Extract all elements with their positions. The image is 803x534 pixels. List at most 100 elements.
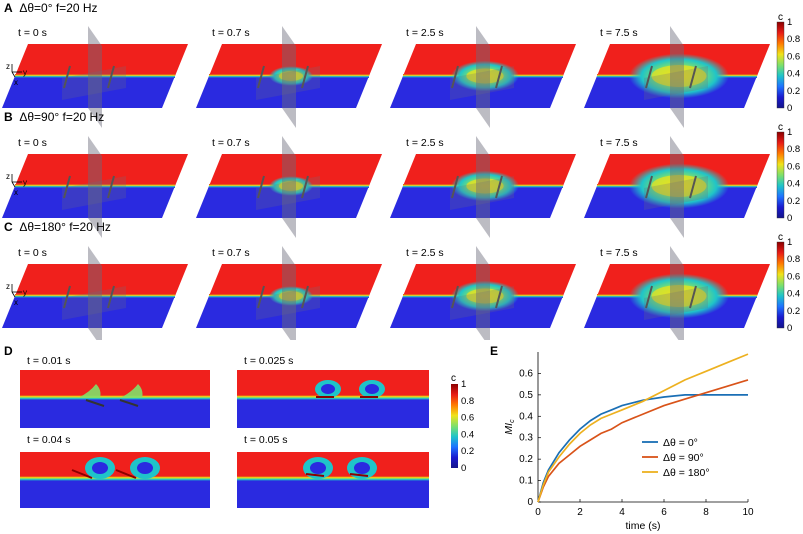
time-label-row3-col2: t = 0.7 s: [212, 247, 250, 259]
panel-c-label: C Δθ=180° f=20 Hz: [4, 220, 111, 234]
colorbar-tick: 0.4: [787, 69, 800, 80]
svg-text:y: y: [23, 68, 27, 77]
colorbar-tick: 0.4: [787, 289, 800, 300]
series-line-2: [537, 379, 749, 503]
frame-row3-col3: [390, 246, 576, 340]
panel-d-colorbar-tick: 0.2: [461, 446, 474, 457]
frame-row3-col1: [2, 246, 188, 340]
colorbar-title: c: [778, 232, 783, 243]
time-label-row1-col4: t = 7.5 s: [600, 27, 638, 39]
y-tick-label: 0.4: [519, 411, 533, 422]
colorbar-title: c: [778, 12, 783, 23]
colorbar-tick: 0.2: [787, 306, 800, 317]
panel-b-label: B Δθ=90° f=20 Hz: [4, 110, 105, 124]
x-tick-label: 10: [742, 507, 754, 518]
frame-row2-col1: [2, 136, 188, 238]
panel-d-colorbar-title: c: [451, 373, 456, 384]
panel-d-frame-1: [20, 370, 210, 428]
colorbar-row1: c 1 0.8 0.6 0.4 0.2 0: [776, 12, 800, 114]
panel-d-time-4: t = 0.05 s: [244, 434, 288, 446]
legend-label-1: Δθ = 0°: [663, 437, 698, 449]
panel-d-colorbar-tick: 1: [461, 379, 466, 390]
time-label-row1-col2: t = 0.7 s: [212, 27, 250, 39]
frame-row2-col2: [196, 136, 382, 238]
colorbar-tick: 0.6: [787, 271, 800, 282]
frame-row1-col4: [584, 26, 770, 128]
svg-text:z: z: [6, 62, 10, 71]
colorbar-tick: 0.4: [787, 179, 800, 190]
time-label-row1-col3: t = 2.5 s: [406, 27, 444, 39]
frame-row3-col2: [196, 246, 382, 340]
panel-d-colorbar-tick: 0.8: [461, 396, 474, 407]
time-label-row1-col1: t = 0 s: [18, 27, 47, 39]
x-tick-label: 8: [703, 507, 709, 518]
svg-text:y: y: [23, 288, 27, 297]
colorbar-tick: 0: [787, 103, 792, 114]
time-label-row2-col4: t = 7.5 s: [600, 137, 638, 149]
panel-d-time-2: t = 0.025 s: [244, 355, 294, 367]
frame-row1-col2: [196, 26, 382, 128]
panel-d-label: D: [4, 344, 13, 358]
time-label-row2-col1: t = 0 s: [18, 137, 47, 149]
time-label-row3-col3: t = 2.5 s: [406, 247, 444, 259]
panel-d-frame-4: [237, 452, 429, 508]
svg-text:x: x: [14, 298, 18, 307]
svg-text:z: z: [6, 282, 10, 291]
x-tick-label: 6: [661, 507, 667, 518]
legend-label-2: Δθ = 90°: [663, 452, 704, 464]
frame-row2-col4: [584, 136, 770, 238]
colorbar-tick: 0.6: [787, 51, 800, 62]
axis-triad-row1: z yx: [6, 62, 27, 87]
time-label-row3-col1: t = 0 s: [18, 247, 47, 259]
panel-d-frame-3: [20, 452, 210, 508]
panel-d-colorbar-tick: 0.6: [461, 413, 474, 424]
colorbar-tick: 0: [787, 323, 792, 334]
frame-row1-col1: [2, 26, 188, 128]
time-label-row3-col4: t = 7.5 s: [600, 247, 638, 259]
svg-text:x: x: [14, 188, 18, 197]
y-tick-label: 0.3: [519, 433, 533, 444]
axis-triad-row2: z yx: [6, 172, 27, 197]
panel-d-time-1: t = 0.01 s: [27, 355, 71, 367]
svg-text:x: x: [14, 78, 18, 87]
panel-d-frame-2: [237, 370, 429, 428]
x-tick-label: 2: [577, 507, 583, 518]
y-tick-label: 0.2: [519, 454, 533, 465]
colorbar-row2: c 1 0.8 0.6 0.4 0.2 0: [776, 122, 800, 224]
colorbar-tick: 0: [787, 213, 792, 224]
x-tick-label: 4: [619, 507, 625, 518]
time-label-row2-col2: t = 0.7 s: [212, 137, 250, 149]
frame-row3-col4: [584, 246, 770, 340]
y-tick-label: 0.6: [519, 368, 533, 379]
colorbar-tick: 1: [787, 17, 792, 28]
svg-text:z: z: [6, 172, 10, 181]
colorbar-tick: 0.8: [787, 144, 800, 155]
colorbar-tick: 0.2: [787, 196, 800, 207]
panel-a-label: A Δθ=0° f=20 Hz: [4, 1, 98, 15]
series-line-1: [537, 394, 748, 503]
colorbar-tick: 1: [787, 127, 792, 138]
panel-d-colorbar-tick: 0: [461, 463, 466, 474]
colorbar-tick: 0.8: [787, 254, 800, 265]
x-axis-label: time (s): [626, 520, 661, 532]
y-tick-label: 0: [527, 497, 533, 508]
time-label-row2-col3: t = 2.5 s: [406, 137, 444, 149]
y-tick-label: 0.5: [519, 390, 533, 401]
colorbar-tick: 0.6: [787, 161, 800, 172]
svg-text:y: y: [23, 178, 27, 187]
axis-triad-row3: z yx: [6, 282, 27, 307]
colorbar-tick: 1: [787, 237, 792, 248]
y-tick-label: 0.1: [519, 476, 533, 487]
colorbar-row3: c 1 0.8 0.6 0.4 0.2 0: [776, 232, 800, 334]
y-axis-label: MIc: [503, 419, 516, 435]
panel-d-colorbar: c1 0.8 0.6 0.4 0.2 0: [451, 373, 474, 474]
x-tick-label: 0: [535, 507, 541, 518]
panel-d-colorbar-tick: 0.4: [461, 429, 474, 440]
legend-label-3: Δθ = 180°: [663, 467, 710, 479]
colorbar-tick: 0.8: [787, 34, 800, 45]
colorbar-title: c: [778, 122, 783, 133]
panel-d-time-3: t = 0.04 s: [27, 434, 71, 446]
series-line-3: [537, 353, 749, 503]
